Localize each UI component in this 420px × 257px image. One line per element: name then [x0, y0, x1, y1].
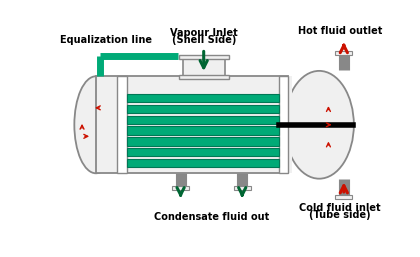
Bar	[127, 148, 279, 156]
Bar	[127, 116, 279, 124]
Bar	[96, 76, 289, 173]
Bar	[127, 137, 279, 145]
Bar	[183, 59, 225, 76]
Text: (Tube side): (Tube side)	[309, 210, 371, 220]
Ellipse shape	[285, 71, 354, 179]
Text: Hot fluid outlet: Hot fluid outlet	[298, 26, 382, 36]
Text: Equalization line: Equalization line	[60, 35, 152, 45]
Bar	[234, 186, 251, 190]
Bar	[178, 75, 229, 79]
Bar	[172, 186, 189, 190]
Text: (Shell Side): (Shell Side)	[171, 35, 236, 45]
Bar	[279, 76, 289, 173]
Bar	[336, 195, 352, 199]
Text: Condensate fluid out: Condensate fluid out	[154, 212, 269, 222]
Bar	[178, 56, 229, 59]
Bar	[127, 126, 279, 135]
Bar	[127, 105, 279, 113]
Bar	[336, 51, 352, 55]
Bar	[118, 76, 127, 173]
Bar	[127, 94, 279, 103]
Bar	[285, 76, 292, 173]
Text: Vapour Inlet: Vapour Inlet	[170, 28, 238, 38]
Bar	[127, 159, 279, 167]
Text: Cold fluid inlet: Cold fluid inlet	[299, 203, 381, 213]
Ellipse shape	[74, 76, 118, 173]
